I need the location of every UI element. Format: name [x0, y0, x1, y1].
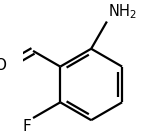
Text: NH$_2$: NH$_2$ [108, 2, 137, 21]
Text: F: F [23, 119, 32, 134]
Text: O: O [0, 58, 6, 73]
